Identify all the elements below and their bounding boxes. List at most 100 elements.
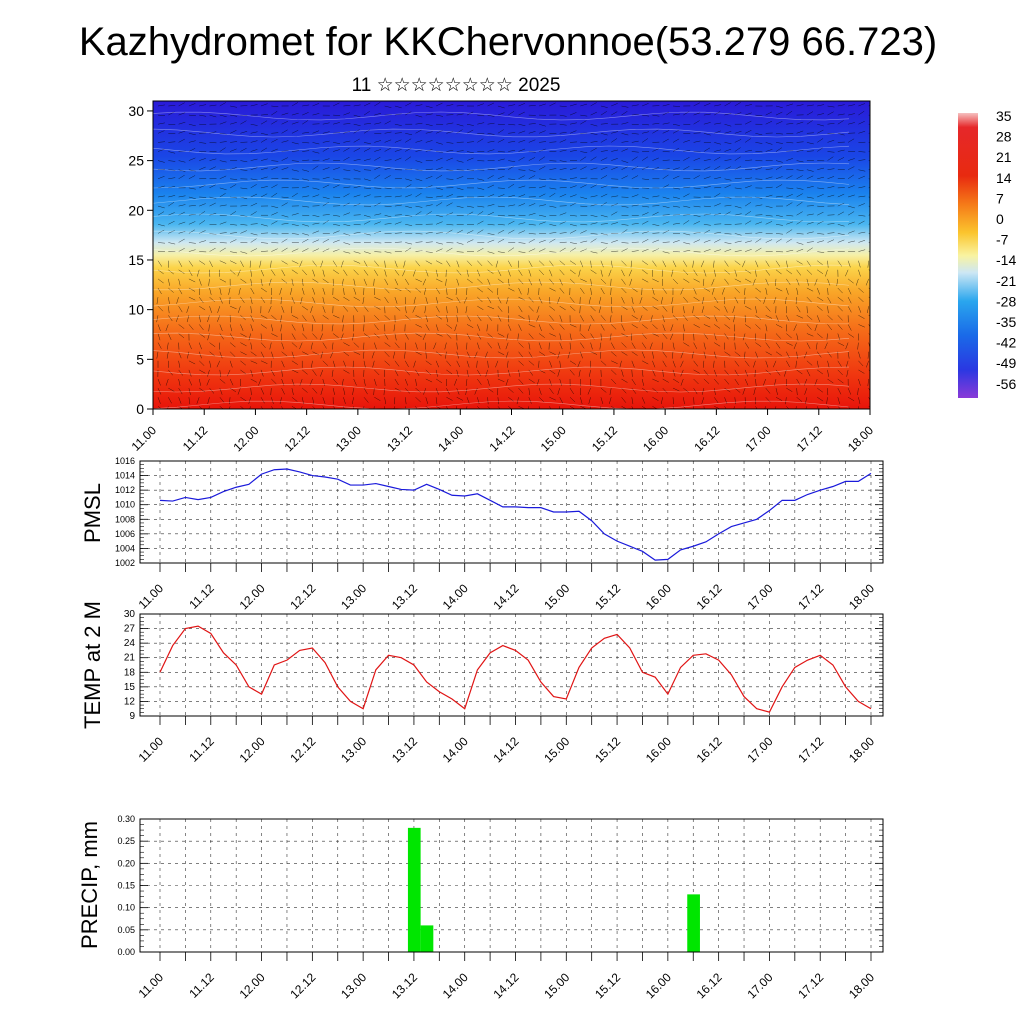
colorbar-label: 21 xyxy=(996,149,1012,165)
wind-barb xyxy=(806,169,814,172)
wind-barb xyxy=(362,351,365,359)
wind-barb xyxy=(786,342,793,346)
wind-barb xyxy=(332,315,340,319)
heatmap-x-tick-label: 14.12 xyxy=(486,423,517,454)
wind-barb xyxy=(539,185,546,189)
wind-barb xyxy=(837,224,845,227)
wind-barb xyxy=(755,214,763,216)
wind-barb xyxy=(415,278,422,283)
wind-barb xyxy=(422,333,427,341)
wind-barb xyxy=(538,333,545,338)
wind-barb xyxy=(755,238,762,243)
heatmap-x-tick-label: 11.12 xyxy=(180,423,211,454)
wind-barb xyxy=(291,333,296,340)
wind-barb xyxy=(755,204,763,207)
wind-barb xyxy=(796,121,804,125)
wind-barb xyxy=(188,213,196,216)
wind-barb xyxy=(320,260,324,268)
wind-barb xyxy=(786,214,794,217)
wind-barb xyxy=(157,160,165,163)
wind-barb xyxy=(858,110,865,116)
wind-barb xyxy=(446,122,454,125)
heatmap-y-tick-label: 0 xyxy=(136,401,144,417)
wind-barb xyxy=(165,324,169,332)
wind-barb xyxy=(559,260,566,266)
wind-barb xyxy=(405,168,413,170)
wind-barb xyxy=(404,278,410,285)
wind-barb xyxy=(538,342,542,350)
wind-barb xyxy=(487,287,494,293)
pmsl-series-line xyxy=(159,468,872,561)
colorbar-label: -21 xyxy=(996,273,1016,289)
wind-barb xyxy=(755,142,763,144)
wind-barb xyxy=(847,138,855,143)
wind-barb xyxy=(724,159,732,161)
heatmap-y-tick-label: 15 xyxy=(128,252,144,268)
wind-barb xyxy=(353,269,359,276)
wind-barb xyxy=(199,166,206,170)
wind-barb xyxy=(837,113,845,116)
wind-barb xyxy=(495,360,499,368)
wind-barb xyxy=(549,287,556,292)
wind-barb xyxy=(322,238,330,243)
wind-barb xyxy=(649,342,653,350)
wind-barb xyxy=(199,230,206,234)
wind-barb xyxy=(662,351,667,358)
y-tick-label: 1002 xyxy=(115,558,135,568)
wind-barb xyxy=(168,278,170,286)
wind-barb xyxy=(250,131,258,134)
wind-barb xyxy=(240,260,244,268)
wind-barb xyxy=(332,378,339,385)
y-tick-label: 9 xyxy=(129,711,135,722)
wind-barb xyxy=(299,342,303,350)
wind-barb xyxy=(745,104,752,107)
wind-barb xyxy=(394,360,400,367)
heatmap-background xyxy=(153,101,870,409)
wind-barb xyxy=(703,342,706,350)
wind-barb xyxy=(590,167,598,170)
wind-barb xyxy=(670,324,674,332)
wind-barb xyxy=(714,305,720,311)
wind-barb xyxy=(536,378,540,386)
wind-barb xyxy=(505,351,509,359)
wind-barb xyxy=(168,160,176,162)
wind-barb xyxy=(609,333,612,341)
wind-barb xyxy=(847,406,851,409)
wind-barb xyxy=(477,114,485,117)
wind-barb xyxy=(806,369,811,377)
wind-barb xyxy=(497,158,505,161)
wind-barb xyxy=(858,306,862,313)
wind-barb xyxy=(549,269,553,277)
wind-barb xyxy=(733,333,736,341)
wind-barb xyxy=(858,169,866,172)
isotherm-line xyxy=(153,179,850,189)
wind-barb xyxy=(734,156,741,161)
pmsl-frame xyxy=(139,460,884,564)
wind-barb xyxy=(446,324,453,329)
wind-barb xyxy=(343,351,350,357)
wind-barb xyxy=(250,297,253,304)
wind-barb xyxy=(652,114,660,117)
wind-barb xyxy=(868,333,870,336)
wind-barb xyxy=(466,129,474,134)
wind-barb xyxy=(569,260,576,265)
wind-barb xyxy=(796,130,804,134)
wind-barb xyxy=(683,269,689,276)
wind-barb xyxy=(703,133,711,136)
wind-barb xyxy=(435,306,440,313)
wind-barb xyxy=(642,205,650,208)
wind-barb xyxy=(446,360,452,367)
wind-barb xyxy=(485,369,488,377)
wind-barb xyxy=(744,211,752,216)
wind-barb xyxy=(765,186,773,189)
wind-barb xyxy=(353,224,361,226)
wind-barb xyxy=(796,351,798,359)
wind-barb xyxy=(178,406,183,409)
wind-barb xyxy=(436,242,443,245)
wind-barb xyxy=(291,388,294,395)
wind-barb xyxy=(806,196,814,199)
wind-barb xyxy=(528,151,536,153)
wind-barb xyxy=(867,260,869,268)
isotherm-line xyxy=(153,145,850,155)
